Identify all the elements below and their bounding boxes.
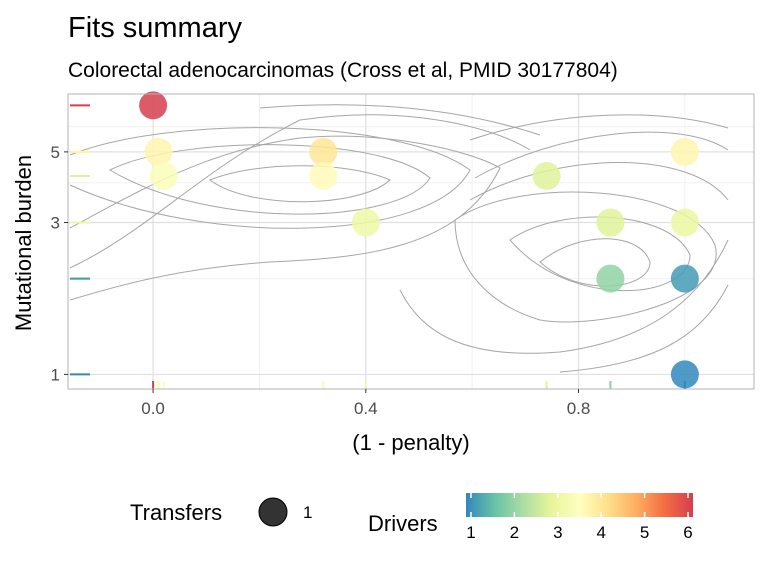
y-axis-ticks: 1 3 5 bbox=[51, 143, 68, 384]
contour-line bbox=[208, 165, 391, 203]
colorbar-tick-label: 2 bbox=[510, 523, 519, 542]
x-axis-label: (1 - penalty) bbox=[352, 430, 469, 455]
colorbar-tick-label: 4 bbox=[596, 523, 605, 542]
data-point bbox=[309, 137, 338, 166]
data-point bbox=[309, 162, 338, 191]
y-tick-label: 5 bbox=[51, 143, 60, 162]
contour-line bbox=[559, 284, 729, 373]
data-points bbox=[139, 91, 699, 389]
y-tick-label: 1 bbox=[51, 365, 60, 384]
data-point bbox=[532, 162, 561, 191]
contour-line bbox=[69, 135, 501, 301]
x-tick-label: 0.0 bbox=[141, 399, 165, 418]
legend-colorbar bbox=[466, 493, 693, 517]
contour-line bbox=[108, 144, 431, 215]
contour-line bbox=[539, 238, 651, 287]
data-point bbox=[670, 137, 699, 166]
x-axis-ticks: 0.0 0.4 0.8 bbox=[141, 389, 590, 418]
colorbar-tick-label: 5 bbox=[640, 523, 649, 542]
legend-size-key bbox=[258, 497, 288, 527]
contour-line bbox=[69, 127, 471, 229]
data-point bbox=[670, 264, 699, 293]
contour-line bbox=[474, 131, 729, 179]
data-point bbox=[596, 208, 625, 237]
colorbar-tick-label: 1 bbox=[466, 523, 475, 542]
contour-line bbox=[469, 162, 729, 201]
chart-subtitle: Colorectal adenocarcinomas (Cross et al,… bbox=[68, 59, 618, 82]
plot-panel bbox=[67, 91, 755, 390]
chart-title: Fits summary bbox=[68, 12, 243, 44]
legend-size-title: Transfers bbox=[130, 500, 222, 525]
panel-border bbox=[67, 93, 755, 390]
colorbar-tick-label: 6 bbox=[683, 523, 692, 542]
data-point bbox=[351, 208, 380, 237]
contour-line bbox=[69, 114, 531, 269]
data-point bbox=[670, 208, 699, 237]
legend-size-label: 1 bbox=[303, 503, 312, 522]
y-tick-label: 3 bbox=[51, 214, 60, 233]
data-point bbox=[596, 264, 625, 293]
x-tick-label: 0.8 bbox=[567, 399, 591, 418]
x-tick-label: 0.4 bbox=[354, 399, 378, 418]
legend-colorbar-ticks: 1 2 3 4 5 6 bbox=[466, 493, 693, 542]
density-contours bbox=[69, 104, 729, 373]
rug-marks bbox=[70, 104, 686, 389]
contour-line bbox=[509, 216, 691, 292]
data-point bbox=[670, 360, 699, 389]
y-axis-label: Mutational burden bbox=[11, 155, 36, 331]
data-point bbox=[139, 91, 168, 120]
data-point bbox=[144, 137, 173, 166]
contour-line bbox=[399, 239, 729, 354]
contour-line bbox=[469, 114, 729, 141]
legend: Transfers 1 Drivers 1 2 3 4 5 6 bbox=[130, 493, 693, 542]
contour-line bbox=[259, 104, 541, 136]
colorbar-tick-label: 3 bbox=[553, 523, 562, 542]
data-point bbox=[149, 162, 178, 191]
legend-color-title: Drivers bbox=[368, 511, 438, 536]
